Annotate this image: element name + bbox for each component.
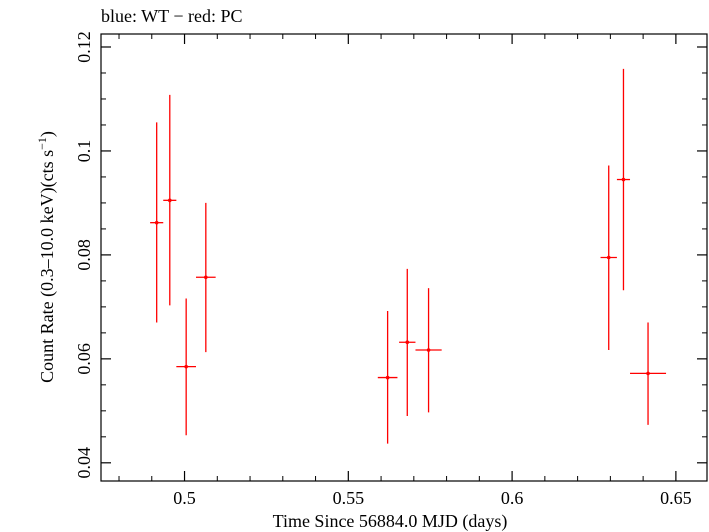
- data-point: [415, 288, 442, 413]
- x-axis-label: Time Since 56884.0 MJD (days): [273, 511, 508, 532]
- y-tick-label: 0.12: [74, 31, 94, 63]
- y-tick-label: 0.04: [74, 447, 94, 479]
- y-axis-label-close: ): [37, 131, 58, 137]
- point-marker: [204, 275, 208, 280]
- data-point: [630, 322, 667, 425]
- data-point: [163, 94, 177, 306]
- data-point: [150, 122, 164, 323]
- x-axis: 0.5 0.55 0.6 0.65: [118, 34, 692, 508]
- data-point: [616, 68, 631, 291]
- point-marker: [184, 364, 188, 369]
- point-marker: [385, 375, 390, 380]
- data-point: [195, 202, 216, 353]
- point-marker: [621, 177, 626, 182]
- x-tick-label: 0.65: [660, 488, 692, 508]
- point-marker: [646, 371, 650, 376]
- point-marker: [154, 220, 159, 225]
- data-points: [150, 68, 667, 444]
- data-point: [377, 311, 398, 444]
- point-marker: [606, 255, 611, 260]
- point-marker: [167, 198, 172, 203]
- point-marker: [405, 340, 410, 345]
- plot-frame: [100, 33, 708, 482]
- y-axis-label-main: Count Rate (0.3–10.0 keV)(cts s: [37, 150, 58, 383]
- y-tick-label: 0.08: [74, 239, 94, 271]
- y-tick-label: 0.1: [74, 140, 94, 163]
- x-tick-label: 0.6: [501, 488, 524, 508]
- x-tick-label: 0.55: [333, 488, 365, 508]
- data-point: [176, 298, 196, 436]
- data-point: [600, 165, 617, 351]
- y-axis-label-exponent: −1: [35, 137, 49, 150]
- point-marker: [426, 348, 431, 352]
- data-point: [399, 268, 416, 417]
- y-axis: 0.04 0.06 0.08 0.1 0.12: [74, 31, 707, 479]
- x-tick-label: 0.5: [173, 488, 196, 508]
- chart-title: blue: WT − red: PC: [101, 6, 242, 26]
- y-axis-label: Count Rate (0.3–10.0 keV)(cts s−1): [35, 131, 58, 383]
- y-tick-label: 0.06: [74, 343, 94, 375]
